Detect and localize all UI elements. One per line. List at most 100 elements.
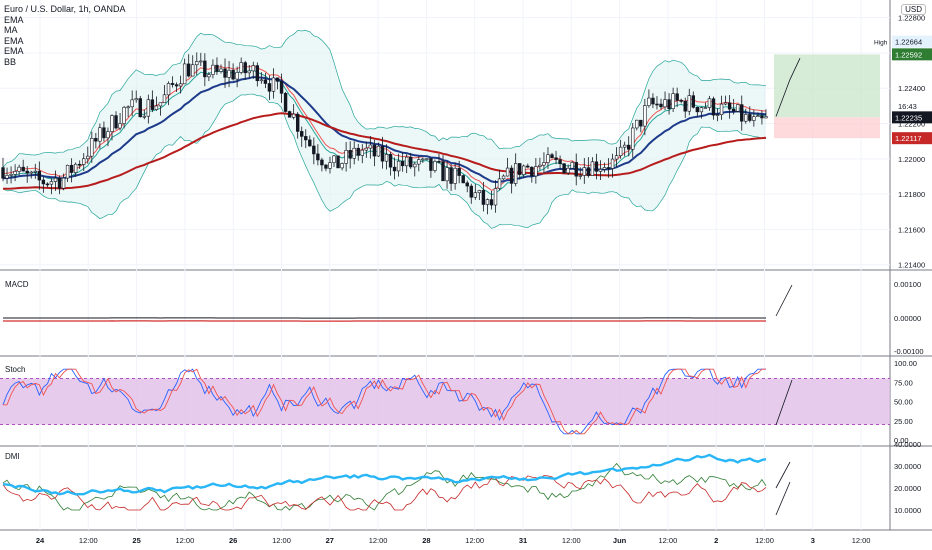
candle: [469, 185, 473, 198]
candle: [73, 163, 78, 173]
candle: [340, 163, 344, 169]
candle: [263, 79, 268, 84]
indicator-bb[interactable]: BB: [4, 56, 17, 67]
candle: [376, 145, 381, 157]
candle: [400, 160, 405, 167]
candle: [251, 65, 255, 72]
price-tick-label: 1.22400: [898, 84, 925, 93]
candle: [663, 99, 667, 108]
last-price-tag: 1.22235: [895, 113, 922, 122]
indicator-ema-1[interactable]: EMA: [4, 14, 24, 25]
candle: [364, 147, 369, 151]
stoch-tick-label: 75.00: [894, 378, 913, 387]
candle: [679, 100, 683, 102]
indicator-ema-3[interactable]: EMA: [4, 46, 24, 56]
candle: [429, 158, 433, 171]
candle: [166, 83, 171, 96]
candle: [719, 103, 724, 115]
adx-line: [2, 453, 767, 496]
candle: [21, 166, 25, 172]
candle: [352, 147, 356, 159]
candle: [602, 167, 607, 170]
candle: [126, 106, 130, 109]
candle: [493, 188, 498, 206]
candle: [538, 164, 542, 167]
candle: [247, 70, 251, 74]
candle: [731, 108, 736, 112]
candle: [740, 104, 744, 122]
symbol-title[interactable]: Euro / U.S. Dollar, 1h, OANDA: [4, 4, 126, 14]
candle: [368, 144, 373, 149]
candle: [526, 165, 530, 168]
dmi-tick-label: 20.0000: [894, 484, 921, 493]
candle: [267, 83, 272, 92]
candle: [473, 192, 478, 198]
candle: [449, 167, 453, 184]
candle: [481, 190, 486, 205]
candle: [586, 167, 591, 176]
candle: [344, 150, 348, 164]
time-tick-label: 3: [811, 536, 815, 545]
stoch-tick-label: 25.00: [894, 417, 913, 426]
price-tick-label: 1.22200: [898, 120, 925, 129]
candle: [699, 107, 704, 113]
candle: [764, 116, 768, 119]
price-tick-label: 1.21800: [898, 190, 925, 199]
time-tick-label: 2: [714, 536, 718, 545]
candle: [433, 161, 437, 171]
time-tick-label: 26: [229, 536, 237, 545]
candle: [130, 99, 134, 108]
indicator-ma[interactable]: MA: [4, 25, 18, 35]
candle: [150, 99, 155, 110]
candle: [622, 144, 627, 148]
indicator-ema-2[interactable]: EMA: [4, 35, 24, 46]
candle: [110, 115, 114, 132]
candle: [90, 138, 94, 157]
candle: [453, 167, 457, 184]
macd-tick-label: 0.00000: [894, 314, 921, 323]
candle: [235, 72, 239, 80]
candle: [134, 98, 138, 101]
candle: [13, 171, 17, 175]
candle: [186, 63, 191, 77]
dmi-tick-label: 40.0000: [894, 440, 921, 449]
candle: [287, 111, 292, 118]
dmi-plus-line: [2, 462, 767, 511]
candle: [635, 119, 639, 129]
candle: [659, 103, 663, 108]
candle: [174, 84, 179, 87]
candle: [191, 64, 195, 77]
candle: [703, 107, 708, 109]
stoch-forecast-arrow: [775, 379, 793, 426]
stoch-tick-label: 100.00: [894, 359, 917, 368]
high-value-tag-bg: [892, 35, 932, 48]
candle: [231, 69, 235, 80]
candle: [655, 103, 659, 106]
candle: [711, 98, 716, 116]
candle: [384, 154, 389, 162]
target-price-tag-bg: [892, 48, 932, 61]
candle: [441, 161, 445, 182]
macd-tick-label: 0.00100: [894, 280, 921, 289]
candle: [29, 171, 33, 174]
candle: [667, 99, 671, 109]
stoch-tick-label: 0.00: [894, 436, 909, 445]
candle: [606, 167, 611, 169]
price-tick-label: 1.21400: [898, 261, 925, 270]
dmi-forecast-arrow-2: [775, 481, 791, 516]
candle: [178, 83, 183, 87]
candle: [715, 114, 720, 116]
candle: [255, 65, 260, 82]
candle: [582, 167, 587, 176]
candle: [295, 113, 300, 132]
candle: [69, 164, 74, 173]
candle: [570, 162, 574, 169]
candle: [360, 149, 364, 156]
price-tick-label: 1.21600: [898, 225, 925, 234]
candle: [445, 167, 449, 182]
candle: [396, 160, 401, 172]
candle: [45, 183, 50, 186]
currency-button[interactable]: USD: [901, 4, 926, 15]
time-tick-label: 12:00: [272, 536, 291, 545]
